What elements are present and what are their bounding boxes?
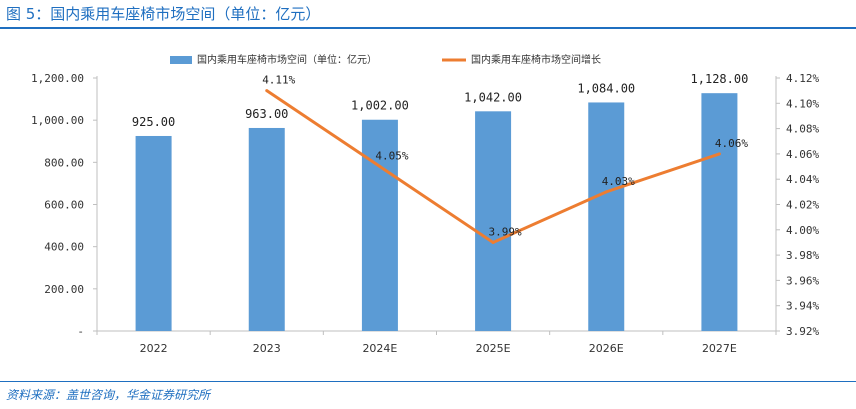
y-right-tick-label: 4.04% <box>786 173 819 186</box>
y-left-tick-label: - <box>77 325 84 338</box>
bar <box>475 111 512 331</box>
y-left-tick-label: 400.00 <box>44 241 84 254</box>
bar-series <box>135 93 738 332</box>
bar-value-label: 963.00 <box>245 107 288 121</box>
y-right-tick-label: 3.96% <box>786 274 819 287</box>
x-tick-label: 2023 <box>253 342 281 355</box>
legend-bar-swatch <box>170 56 192 64</box>
y-right-tick-label: 4.10% <box>786 97 819 110</box>
bar <box>135 135 172 331</box>
growth-value-label: 3.99% <box>489 225 522 238</box>
y-right-tick-label: 4.08% <box>786 123 819 136</box>
data-labels: 925.00 963.00 1,002.00 1,042.00 1,084.00 1,12… <box>132 72 748 238</box>
y-left-tick-label: 1,000.00 <box>31 114 84 127</box>
y-right-tick-label: 4.02% <box>786 199 819 212</box>
x-tick-label: 2025E <box>476 342 511 355</box>
x-tick-label: 2027E <box>702 342 737 355</box>
y-left-tick-label: 800.00 <box>44 156 84 169</box>
y-right-tick-label: 4.12% <box>786 72 819 85</box>
figure-title: 图 5：国内乘用车座椅市场空间（单位：亿元） <box>6 5 321 23</box>
source-note: 资料来源：盖世咨询，华金证券研究所 <box>6 388 211 402</box>
growth-value-label: 4.03% <box>602 175 635 188</box>
growth-point <box>491 240 495 244</box>
growth-value-label: 4.05% <box>375 150 408 163</box>
x-tick-label: 2024E <box>362 342 397 355</box>
source-divider <box>0 381 856 382</box>
bar-value-label: 1,084.00 <box>577 81 635 95</box>
x-tick-label: 2022 <box>140 342 168 355</box>
growth-point <box>378 165 382 169</box>
bar-value-label: 1,002.00 <box>351 99 409 113</box>
x-tick-label: 2026E <box>589 342 624 355</box>
y-right-tick-label: 4.00% <box>786 224 819 237</box>
growth-value-label: 4.11% <box>262 74 295 87</box>
y-left-tick-label: 1,200.00 <box>31 72 84 85</box>
y-right-tick-label: 3.98% <box>786 249 819 262</box>
growth-point <box>717 152 721 156</box>
title-divider <box>0 27 856 29</box>
bar-value-label: 1,042.00 <box>464 90 522 104</box>
growth-value-label: 4.06% <box>715 137 748 150</box>
legend-line-label: 国内乘用车座椅市场空间增长 <box>471 53 601 66</box>
bar <box>248 127 285 331</box>
y-right-tick-label: 3.94% <box>786 300 819 313</box>
legend-bar-label: 国内乘用车座椅市场空间（单位：亿元） <box>197 53 377 66</box>
bar <box>701 93 738 332</box>
y-left-tick-label: 600.00 <box>44 199 84 212</box>
bar-value-label: 925.00 <box>132 115 175 129</box>
y-right-tick-label: 3.92% <box>786 325 819 338</box>
chart-legend: 国内乘用车座椅市场空间（单位：亿元） 国内乘用车座椅市场空间增长 <box>170 53 601 66</box>
growth-point <box>604 190 608 194</box>
y-right-tick-label: 4.06% <box>786 148 819 161</box>
y-left-tick-label: 200.00 <box>44 283 84 296</box>
bar <box>588 102 625 331</box>
bar-value-label: 1,128.00 <box>691 72 749 86</box>
chart: 国内乘用车座椅市场空间（单位：亿元） 国内乘用车座椅市场空间增长 - 200.00… <box>31 53 819 355</box>
line-series <box>265 89 721 245</box>
growth-point <box>265 89 269 93</box>
chart-axes: - 200.00 400.00 600.00 800.00 1,000.00 1,200.0… <box>31 72 819 355</box>
bar <box>361 119 398 332</box>
